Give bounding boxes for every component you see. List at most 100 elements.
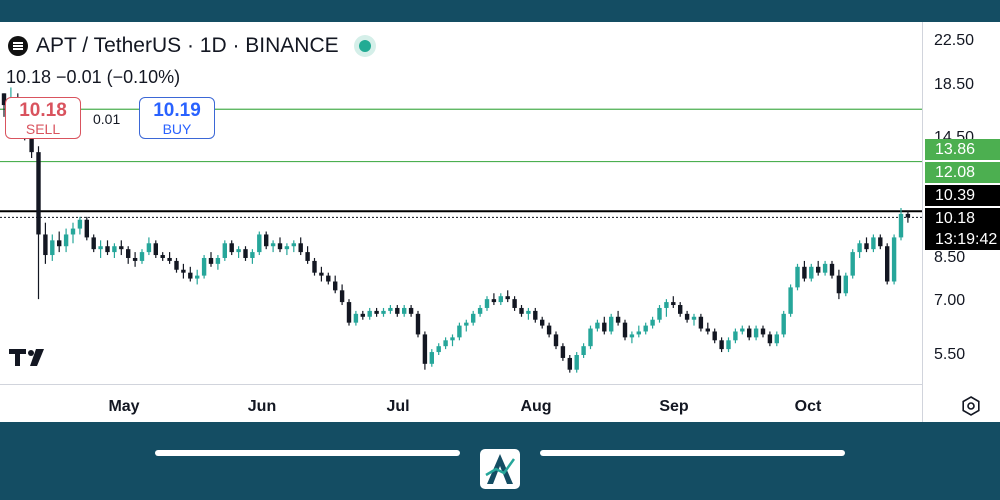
candle-body bbox=[857, 243, 862, 253]
candle bbox=[270, 240, 276, 253]
candle bbox=[609, 313, 614, 335]
sell-label: SELL bbox=[25, 120, 61, 137]
candle bbox=[188, 266, 193, 282]
candle-body bbox=[464, 322, 469, 326]
candle-body bbox=[112, 246, 117, 253]
candle-body bbox=[505, 296, 510, 300]
candle bbox=[160, 252, 165, 261]
candle-body bbox=[484, 299, 490, 308]
candle-body bbox=[602, 322, 607, 332]
candle-body bbox=[43, 234, 48, 256]
ohlc-values: 10.18 −0.01 (−0.10%) bbox=[6, 67, 181, 87]
candle-body bbox=[595, 322, 600, 329]
candle bbox=[174, 257, 179, 273]
candle-body bbox=[353, 313, 359, 323]
candle bbox=[353, 310, 359, 326]
candle bbox=[643, 322, 648, 335]
candle bbox=[436, 343, 441, 355]
candle bbox=[829, 260, 835, 279]
candle bbox=[360, 310, 365, 320]
sell-button[interactable]: 10.18 SELL bbox=[5, 97, 81, 139]
candle-body bbox=[243, 249, 248, 258]
candle bbox=[1, 93, 7, 117]
candle-body bbox=[878, 237, 883, 247]
candle bbox=[822, 260, 828, 276]
candle bbox=[167, 252, 172, 264]
candle-body bbox=[650, 319, 655, 326]
candle bbox=[816, 260, 821, 276]
candle-body bbox=[553, 334, 559, 347]
candle bbox=[885, 243, 890, 285]
candle bbox=[650, 316, 655, 329]
candle-body bbox=[277, 243, 283, 250]
candle bbox=[298, 237, 303, 256]
price-tick: 18.50 bbox=[934, 76, 975, 93]
level-badge: 13.86 bbox=[925, 139, 1000, 160]
candle bbox=[126, 246, 131, 264]
time-axis-divider bbox=[0, 384, 922, 385]
candle-body bbox=[678, 305, 683, 314]
candle-body bbox=[236, 249, 241, 253]
candle-body bbox=[560, 346, 566, 358]
candle bbox=[871, 234, 876, 253]
candle bbox=[781, 310, 786, 338]
candle-body bbox=[319, 272, 324, 276]
candle bbox=[201, 255, 207, 279]
candle-body bbox=[698, 316, 704, 329]
candle bbox=[788, 284, 793, 317]
candle-body bbox=[829, 263, 835, 276]
price-tick: 7.00 bbox=[934, 292, 966, 309]
candle-body bbox=[346, 302, 352, 323]
candle-body bbox=[781, 313, 786, 335]
candle-body bbox=[436, 346, 441, 353]
candle-body bbox=[333, 281, 338, 291]
candle-body bbox=[188, 272, 193, 279]
candle-body bbox=[77, 219, 83, 229]
candlestick-chart[interactable] bbox=[0, 22, 922, 384]
candle-body bbox=[574, 355, 579, 370]
candle bbox=[546, 322, 552, 338]
candle-body bbox=[671, 302, 676, 306]
time-tick: Aug bbox=[520, 398, 552, 415]
candle-body bbox=[408, 307, 414, 314]
candle bbox=[443, 337, 448, 350]
candle-body bbox=[809, 266, 814, 279]
settings-gear-icon[interactable] bbox=[961, 396, 981, 416]
symbol-title[interactable]: APT / TetherUS · 1D · BINANCE bbox=[36, 34, 339, 57]
candle-body bbox=[326, 275, 331, 282]
candle bbox=[57, 231, 62, 253]
candle-body bbox=[519, 307, 524, 314]
candle-body bbox=[208, 257, 214, 264]
candle-body bbox=[567, 357, 572, 370]
candle bbox=[560, 343, 566, 361]
candle bbox=[132, 252, 138, 267]
candle bbox=[526, 307, 531, 320]
candle-body bbox=[705, 328, 710, 332]
candle bbox=[284, 243, 290, 256]
candle bbox=[540, 316, 545, 329]
candle-body bbox=[36, 152, 41, 235]
candle-body bbox=[643, 325, 648, 332]
candle-body bbox=[63, 234, 69, 247]
candle-body bbox=[119, 246, 124, 250]
candle-body bbox=[802, 266, 807, 279]
candle bbox=[843, 272, 848, 297]
candle bbox=[63, 228, 69, 253]
candle bbox=[809, 263, 814, 282]
candle-body bbox=[512, 299, 517, 308]
candle-body bbox=[491, 299, 497, 303]
candle bbox=[243, 246, 248, 261]
candle bbox=[250, 249, 255, 264]
buy-button[interactable]: 10.19 BUY bbox=[139, 97, 215, 139]
candle bbox=[84, 216, 89, 241]
candle-body bbox=[105, 246, 110, 253]
candle-body bbox=[760, 328, 766, 335]
candle bbox=[905, 210, 911, 223]
candle bbox=[464, 319, 469, 332]
candle bbox=[574, 352, 579, 373]
candle-body bbox=[636, 331, 641, 335]
candle-body bbox=[402, 307, 407, 314]
candle bbox=[222, 240, 227, 261]
candle bbox=[105, 240, 110, 256]
candle-body bbox=[167, 257, 172, 261]
